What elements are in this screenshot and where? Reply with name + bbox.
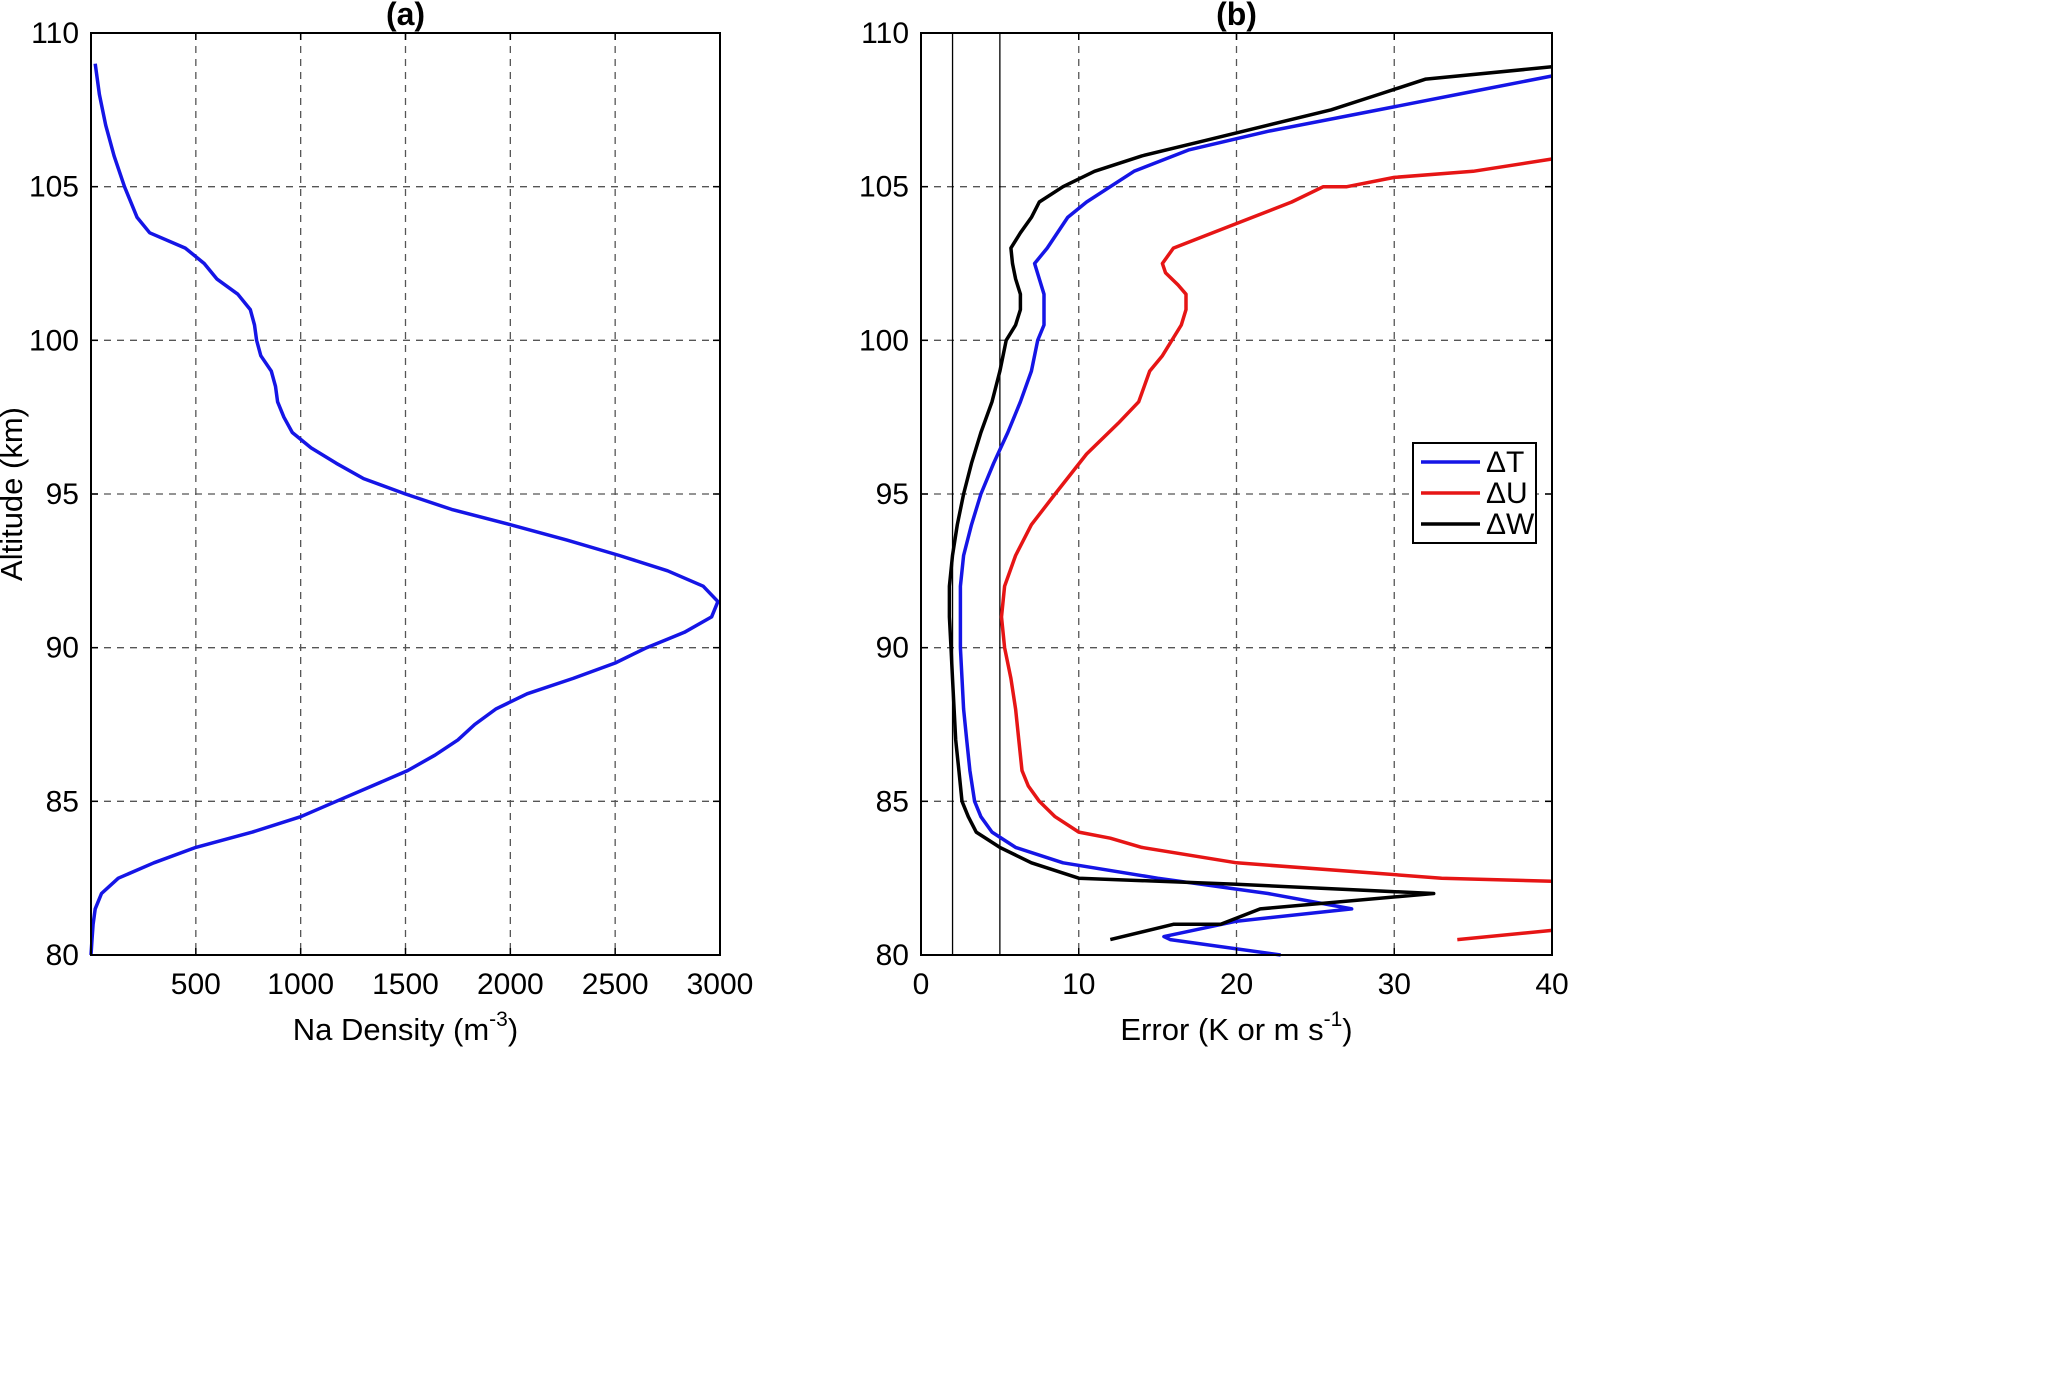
panel-a-y-ticks: 80 85 90 95 100 105 110 xyxy=(29,17,720,972)
panel-a-title: (a) xyxy=(386,0,425,32)
panel-b-y-ticks: 80 85 90 95 100 105 110 xyxy=(859,17,1552,972)
legend: ΔT ΔU ΔW xyxy=(1412,442,1537,544)
x-tick-label: 1000 xyxy=(267,968,334,1001)
series-line-ΔT xyxy=(958,74,1553,957)
y-tick-label: 95 xyxy=(46,478,79,511)
panel-a-grid xyxy=(91,33,720,955)
y-tick-label: 100 xyxy=(29,324,79,357)
y-tick-label: 110 xyxy=(31,17,79,50)
y-tick-label: 85 xyxy=(46,785,79,818)
y-tick-label: 80 xyxy=(876,939,909,972)
y-tick-label: 100 xyxy=(859,324,909,357)
x-tick-label: 10 xyxy=(1062,968,1095,1001)
x-tick-label: 0 xyxy=(913,968,930,1001)
panel-b-series xyxy=(947,65,1553,957)
x-tick-label: 2500 xyxy=(582,968,649,1001)
x-tick-label: 20 xyxy=(1220,968,1253,1001)
x-tick-label: 30 xyxy=(1378,968,1411,1001)
series-line-ΔW xyxy=(947,65,1553,942)
panel-b-reference-lines xyxy=(951,33,1001,955)
y-tick-label: 90 xyxy=(46,632,79,665)
x-tick-label: 500 xyxy=(171,968,221,1001)
y-tick-label: 105 xyxy=(29,171,79,204)
legend-label-dw: ΔW xyxy=(1486,508,1535,541)
y-tick-label: 85 xyxy=(876,785,909,818)
y-tick-label: 105 xyxy=(859,171,909,204)
panel-b-x-ticks: 0 10 20 30 40 xyxy=(913,33,1569,1001)
panel-a: 500 1000 1500 2000 2500 3000 80 85 90 95 100 105 11… xyxy=(0,0,753,1047)
panel-b-title: (b) xyxy=(1216,0,1257,32)
panel-a-series xyxy=(89,63,720,956)
x-tick-label: 3000 xyxy=(687,968,754,1001)
y-tick-label: 110 xyxy=(861,17,909,50)
legend-label-du: ΔU xyxy=(1486,477,1528,510)
y-tick-label: 80 xyxy=(46,939,79,972)
x-tick-label: 2000 xyxy=(477,968,544,1001)
y-tick-label: 95 xyxy=(876,478,909,511)
x-tick-label: 40 xyxy=(1535,968,1568,1001)
panel-b-x-axis-label: Error (K or m s-1) xyxy=(1120,1008,1352,1047)
panel-a-x-ticks: 500 1000 1500 2000 2500 3000 xyxy=(171,33,754,1001)
x-tick-label: 1500 xyxy=(372,968,439,1001)
y-tick-label: 90 xyxy=(876,632,909,665)
panel-a-y-axis-label: Altitude (km) xyxy=(0,407,29,581)
series-line xyxy=(89,63,720,956)
series-line-ΔU xyxy=(999,157,1553,942)
legend-label-dt: ΔT xyxy=(1486,446,1524,479)
panel-b-grid xyxy=(921,33,1552,955)
panel-b: 0 10 20 30 40 80 85 90 95 100 105 110 (b) Error (K… xyxy=(859,0,1569,1047)
panel-a-x-axis-label: Na Density (m-3) xyxy=(293,1008,518,1047)
